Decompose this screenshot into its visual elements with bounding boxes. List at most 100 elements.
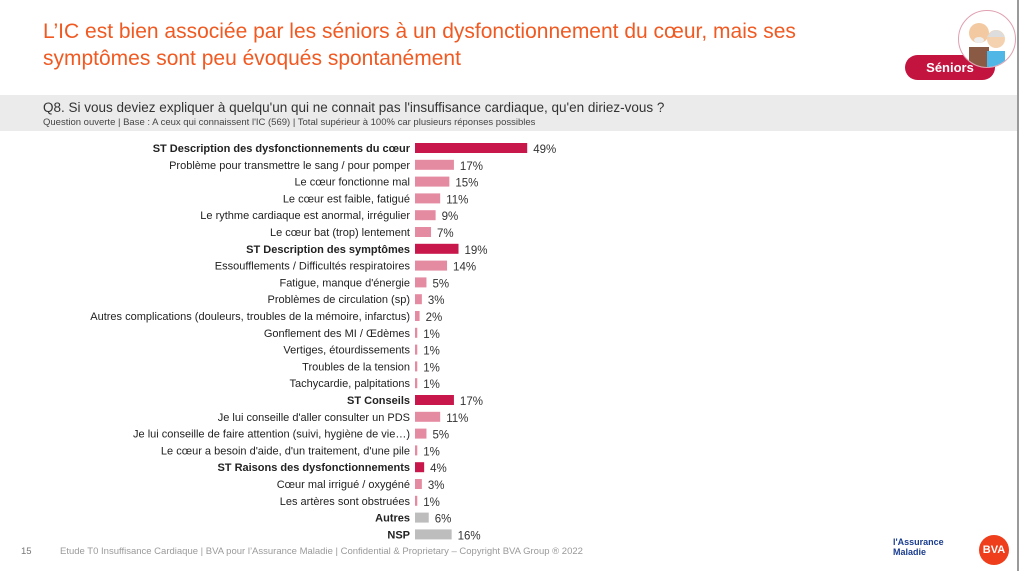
value-label: 17% <box>460 161 483 173</box>
bar-label: ST Raisons des dysfonctionnements <box>217 462 410 474</box>
bar-label: ST Description des symptômes <box>246 244 410 256</box>
bar-label: ST Conseils <box>347 395 410 407</box>
bar-row: Autres complications (douleurs, troubles… <box>90 311 442 324</box>
bar-label: Problèmes de circulation (sp) <box>268 294 410 306</box>
question-subtitle: Question ouverte | Base : A ceux qui con… <box>43 117 536 128</box>
bar <box>415 193 441 204</box>
value-label: 11% <box>446 194 468 206</box>
bar-row: Je lui conseille de faire attention (sui… <box>133 428 449 442</box>
value-label: 19% <box>465 245 488 257</box>
value-label: 5% <box>432 430 449 442</box>
value-label: 2% <box>426 312 443 324</box>
value-label: 4% <box>430 463 447 475</box>
bar-row: Le cœur est faible, fatigué 11% <box>283 193 468 206</box>
bar <box>415 210 436 221</box>
bar-row: Le cœur a besoin d'aide, d'un traitement… <box>161 445 440 458</box>
page-number: 15 <box>21 546 32 557</box>
bar-label: Autres <box>375 513 410 525</box>
bar-row: ST Raisons des dysfonctionnements 4% <box>217 462 447 475</box>
value-label: 1% <box>423 346 440 358</box>
value-label: 1% <box>423 362 440 374</box>
bar <box>415 462 425 473</box>
bar-label: Autres complications (douleurs, troubles… <box>90 311 410 323</box>
bar-row: ST Description des dysfonctionnements du… <box>153 143 556 156</box>
bar-row: Problème pour transmettre le sang / pour… <box>169 159 483 173</box>
bar-row: Autres 6% <box>375 512 452 526</box>
bar <box>415 395 454 405</box>
bar-row: ST Conseils 17% <box>347 395 483 408</box>
bar-label: Essoufflements / Difficultés respiratoir… <box>215 261 411 273</box>
bar <box>415 227 432 237</box>
footer-text: Etude T0 Insuffisance Cardiaque | BVA po… <box>60 546 583 557</box>
question-band <box>0 95 1017 131</box>
bar-chart: ST Description des dysfonctionnements du… <box>90 143 556 542</box>
assurance-maladie-logo: l'Assurance Maladie <box>893 537 944 557</box>
value-label: 17% <box>460 396 483 408</box>
value-label: 3% <box>428 295 445 307</box>
bar-label: Le cœur fonctionne mal <box>294 177 410 189</box>
value-label: 9% <box>442 211 459 223</box>
value-label: 15% <box>455 178 478 190</box>
bar-row: Tachycardie, palpitations 1% <box>290 378 440 391</box>
bar-label: Troubles de la tension <box>302 361 410 373</box>
seniors-avatar-icon <box>958 10 1016 68</box>
bar <box>415 344 418 355</box>
slide-title: L’IC est bien associée par les séniors à… <box>43 20 796 70</box>
bar-label: Cœur mal irrigué / oxygéné <box>277 479 410 491</box>
value-label: 5% <box>432 278 449 290</box>
bar-label: Les artères sont obstruées <box>280 496 411 508</box>
bar-label: Je lui conseille d'aller consulter un PD… <box>218 412 410 424</box>
slide-border <box>1017 0 1019 571</box>
bar-row: Le rythme cardiaque est anormal, irrégul… <box>200 210 458 223</box>
bar <box>415 260 448 271</box>
bar <box>415 529 452 540</box>
question-text: Q8. Si vous deviez expliquer à quelqu'un… <box>43 100 665 115</box>
bar <box>415 411 441 422</box>
bar-row: Cœur mal irrigué / oxygéné 3% <box>277 479 445 492</box>
value-label: 6% <box>435 514 452 526</box>
bar <box>415 378 418 389</box>
bar-label: NSP <box>387 529 410 541</box>
bar <box>415 512 429 523</box>
bar-row: NSP 16% <box>387 529 481 542</box>
bar-row: Gonflement des MI / Œdèmes 1% <box>264 327 440 341</box>
bar <box>415 327 418 338</box>
value-label: 14% <box>453 262 476 274</box>
bar <box>415 176 450 187</box>
bar-label: Le cœur a besoin d'aide, d'un traitement… <box>161 445 410 457</box>
bar-label: Le cœur bat (trop) lentement <box>270 227 410 239</box>
bar <box>415 159 454 170</box>
bar <box>415 311 420 321</box>
value-label: 49% <box>533 144 556 156</box>
bar <box>415 243 459 254</box>
bva-logo: BVA <box>979 535 1009 565</box>
value-label: 3% <box>428 480 445 492</box>
bar <box>415 495 418 506</box>
bar-row: Fatigue, manque d'énergie 5% <box>279 277 449 290</box>
bar-label: Le rythme cardiaque est anormal, irrégul… <box>200 210 410 222</box>
bar-label: Tachycardie, palpitations <box>290 378 411 390</box>
value-label: 16% <box>458 530 481 542</box>
value-label: 1% <box>423 497 440 509</box>
value-label: 1% <box>423 329 440 341</box>
bar-row: Le cœur bat (trop) lentement 7% <box>270 227 454 240</box>
bar-row: Troubles de la tension 1% <box>302 361 440 374</box>
bar-label: Je lui conseille de faire attention (sui… <box>133 429 410 441</box>
bar <box>415 428 427 439</box>
bar-row: Les artères sont obstruées 1% <box>280 495 440 509</box>
bar <box>415 294 422 305</box>
bar <box>415 445 418 456</box>
bar <box>415 143 528 153</box>
bar-row: Problèmes de circulation (sp) 3% <box>268 294 445 307</box>
bar-label: Le cœur est faible, fatigué <box>283 193 410 205</box>
value-label: 1% <box>423 446 440 458</box>
value-label: 1% <box>423 379 440 391</box>
bar-row: Le cœur fonctionne mal 15% <box>294 176 478 190</box>
bar-row: ST Description des symptômes 19% <box>246 243 488 257</box>
bar <box>415 277 427 288</box>
bar-label: Problème pour transmettre le sang / pour… <box>169 160 410 172</box>
bar <box>415 361 418 372</box>
bar-row: Vertiges, étourdissements 1% <box>283 344 440 358</box>
bar-row: Je lui conseille d'aller consulter un PD… <box>218 411 468 425</box>
